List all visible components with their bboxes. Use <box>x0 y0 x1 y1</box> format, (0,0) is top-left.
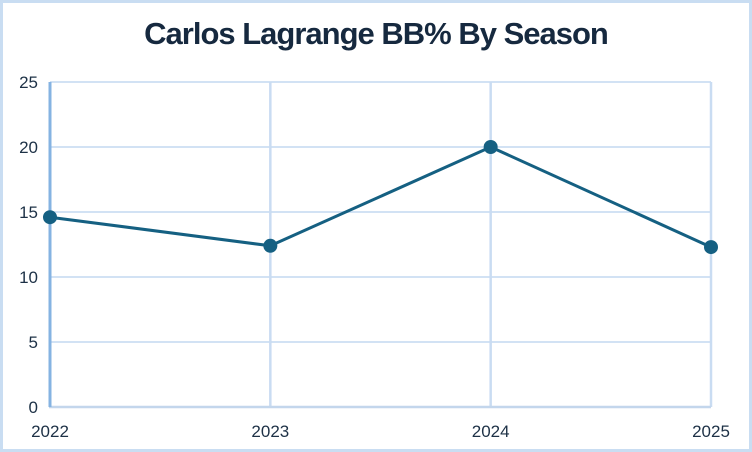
chart-title: Carlos Lagrange BB% By Season <box>144 16 609 51</box>
data-line <box>48 145 713 249</box>
data-point-marker <box>43 210 57 225</box>
x-tick-label: 2022 <box>31 422 69 441</box>
y-tick-label: 25 <box>19 73 38 92</box>
x-tick-label: 2024 <box>472 422 510 441</box>
x-tick-label: 2023 <box>251 422 289 441</box>
y-tick-label: 5 <box>29 333 38 352</box>
x-tick-label: 2025 <box>692 422 730 441</box>
data-point-marker <box>483 140 498 154</box>
data-point-marker <box>263 238 278 253</box>
y-tick-label: 0 <box>29 398 38 417</box>
y-tick-label: 15 <box>19 203 38 222</box>
data-point-marker <box>704 240 718 255</box>
y-tick-label: 10 <box>19 268 38 287</box>
y-tick-label: 20 <box>19 138 38 157</box>
